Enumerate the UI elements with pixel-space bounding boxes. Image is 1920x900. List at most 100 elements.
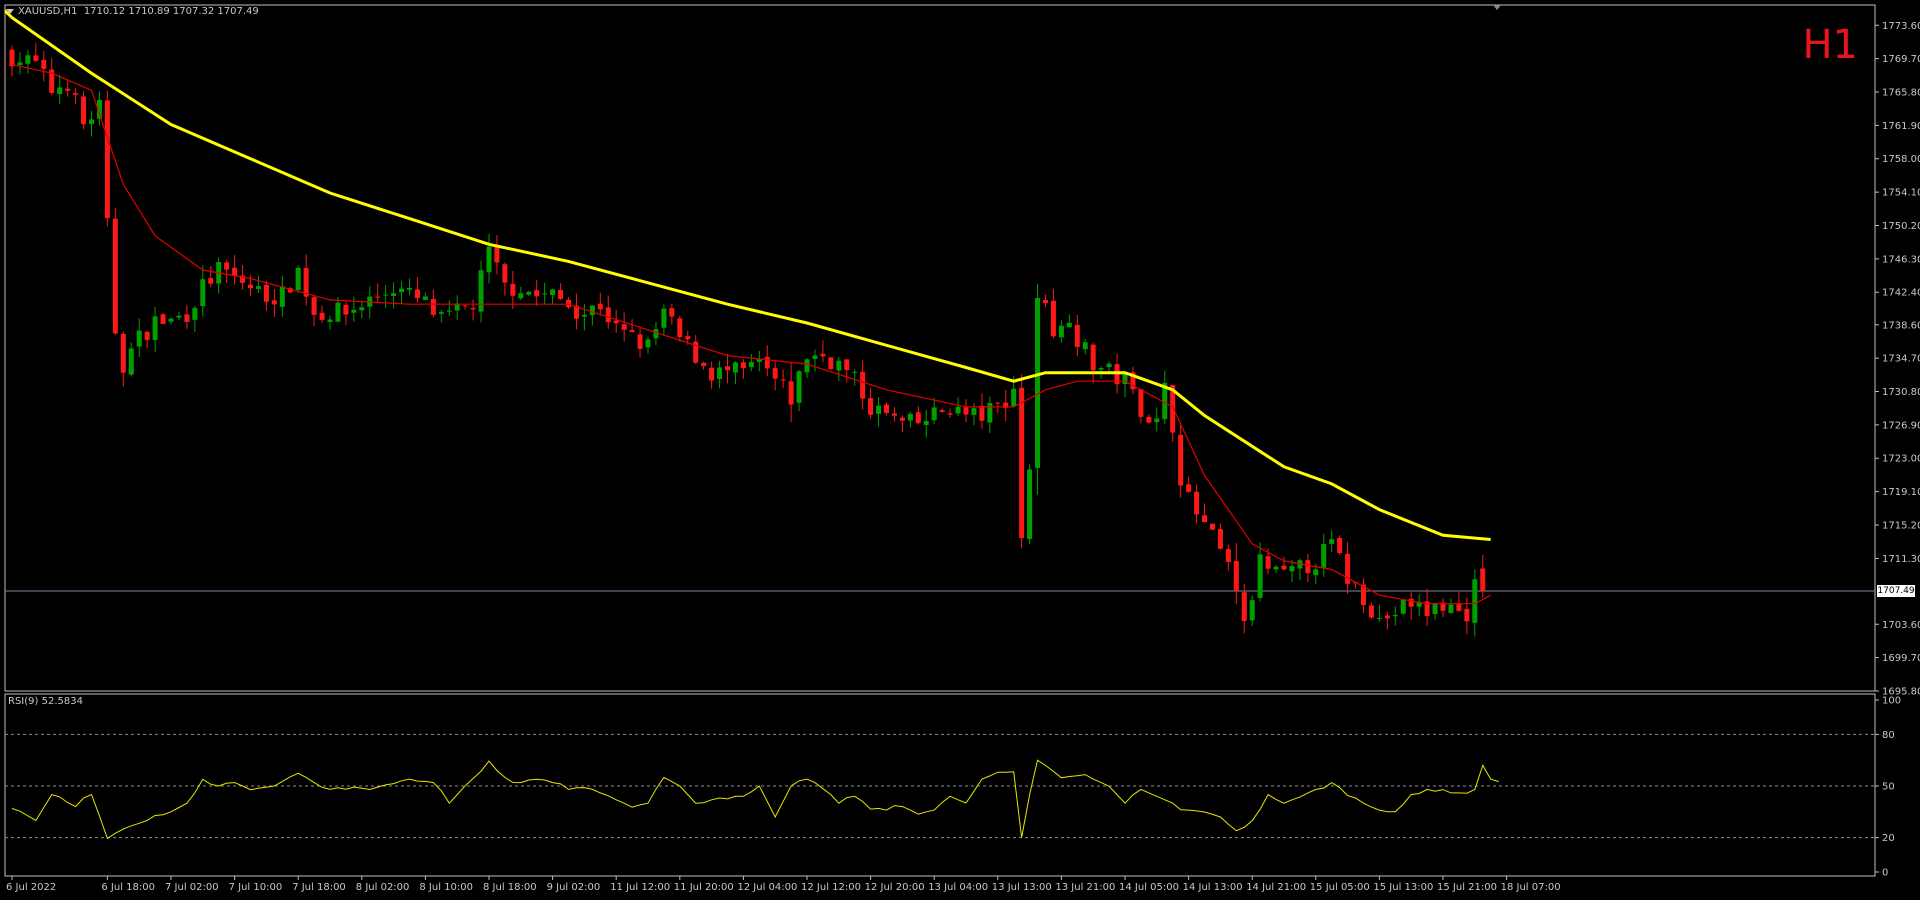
candle [168,318,174,325]
candle [1019,374,1025,549]
candle [876,396,882,427]
candle [518,286,524,301]
candle [184,304,190,329]
candle [470,299,476,321]
time-tick-label: 15 Jul 05:00 [1310,882,1370,893]
candle [1194,484,1200,524]
candle [1480,555,1486,598]
price-tick-label: 1730.80 [1882,387,1920,398]
candle [96,91,102,126]
time-tick-label: 15 Jul 13:00 [1373,882,1433,893]
time-tick-label: 6 Jul 18:00 [101,882,155,893]
candle [1043,294,1048,307]
candle [343,301,349,326]
candle [1090,342,1096,384]
time-tick-label: 13 Jul 21:00 [1055,882,1115,893]
candle [534,280,540,306]
time-tick-label: 15 Jul 21:00 [1437,882,1497,893]
candle [383,284,389,309]
candle [963,399,969,423]
candle [399,281,405,304]
candle [391,282,397,309]
candle [573,293,579,330]
candle [271,289,277,317]
candle [144,330,150,349]
candle [1178,425,1184,498]
candle [844,359,850,383]
candles [9,42,1486,637]
symbol-name: XAUUSD,H1 [18,6,78,17]
price-tick-label: 1769.70 [1882,54,1920,65]
candle [73,88,79,104]
price-tick-label: 1758.00 [1882,154,1920,165]
candle [502,262,508,296]
candle [279,275,285,317]
candle [112,207,118,335]
time-tick-label: 8 Jul 10:00 [419,882,473,893]
candle [828,357,834,371]
candle [542,282,548,304]
chart-shift-marker-icon[interactable] [1493,5,1501,10]
candle [955,397,961,416]
candle [717,360,723,389]
candle [589,305,595,326]
candle [1464,597,1470,635]
ohlc-values: 1710.12 1710.89 1707.32 1707.49 [83,6,259,17]
symbol-header[interactable]: XAUUSD,H1 1710.12 1710.89 1707.32 1707.4… [6,6,259,18]
candle [907,412,913,428]
price-tick-label: 1754.10 [1882,188,1920,199]
candle [351,296,357,322]
dropdown-triangle-icon[interactable] [6,8,14,14]
time-tick-label: 18 Jul 07:00 [1501,882,1561,893]
price-tick-label: 1723.00 [1882,454,1920,465]
candle [1440,598,1446,618]
candle [788,362,794,423]
candle [478,260,484,323]
candle [884,402,889,416]
candle [494,235,500,275]
candle [1289,559,1295,582]
candle [1035,284,1041,495]
candle [25,50,31,74]
candle [812,349,818,372]
candle [629,319,635,333]
candle [645,336,651,354]
rsi-line [11,759,1499,840]
candle [1424,588,1430,627]
candle [17,52,23,75]
ma-fast-line [11,64,1491,605]
candle [1122,373,1128,398]
candle [1249,595,1255,627]
candle [295,265,301,293]
candle [1146,414,1152,424]
candle [772,362,778,391]
candle [1400,599,1406,615]
candle [152,306,158,353]
candle [224,259,230,284]
candle [764,345,770,377]
time-tick-label: 12 Jul 04:00 [737,882,797,893]
candle [995,402,1001,414]
candle [796,370,802,412]
candle [136,318,142,357]
ma-slow-line [5,8,1491,541]
candle [1003,390,1009,421]
candle [756,350,762,372]
candle [1050,288,1056,339]
time-tick-label: 12 Jul 20:00 [865,882,925,893]
rsi-tick-label: 0 [1882,868,1888,879]
candle [621,312,627,342]
rsi-tick-label: 80 [1882,730,1895,741]
candle [947,408,953,419]
price-tick-label: 1719.10 [1882,487,1920,498]
candle [709,361,715,389]
time-tick-label: 13 Jul 13:00 [992,882,1052,893]
candle [1257,542,1263,602]
price-tick-label: 1765.80 [1882,88,1920,99]
candle [1058,319,1064,343]
candle [653,322,659,346]
candle [208,265,214,287]
price-tick-label: 1746.30 [1882,254,1920,265]
